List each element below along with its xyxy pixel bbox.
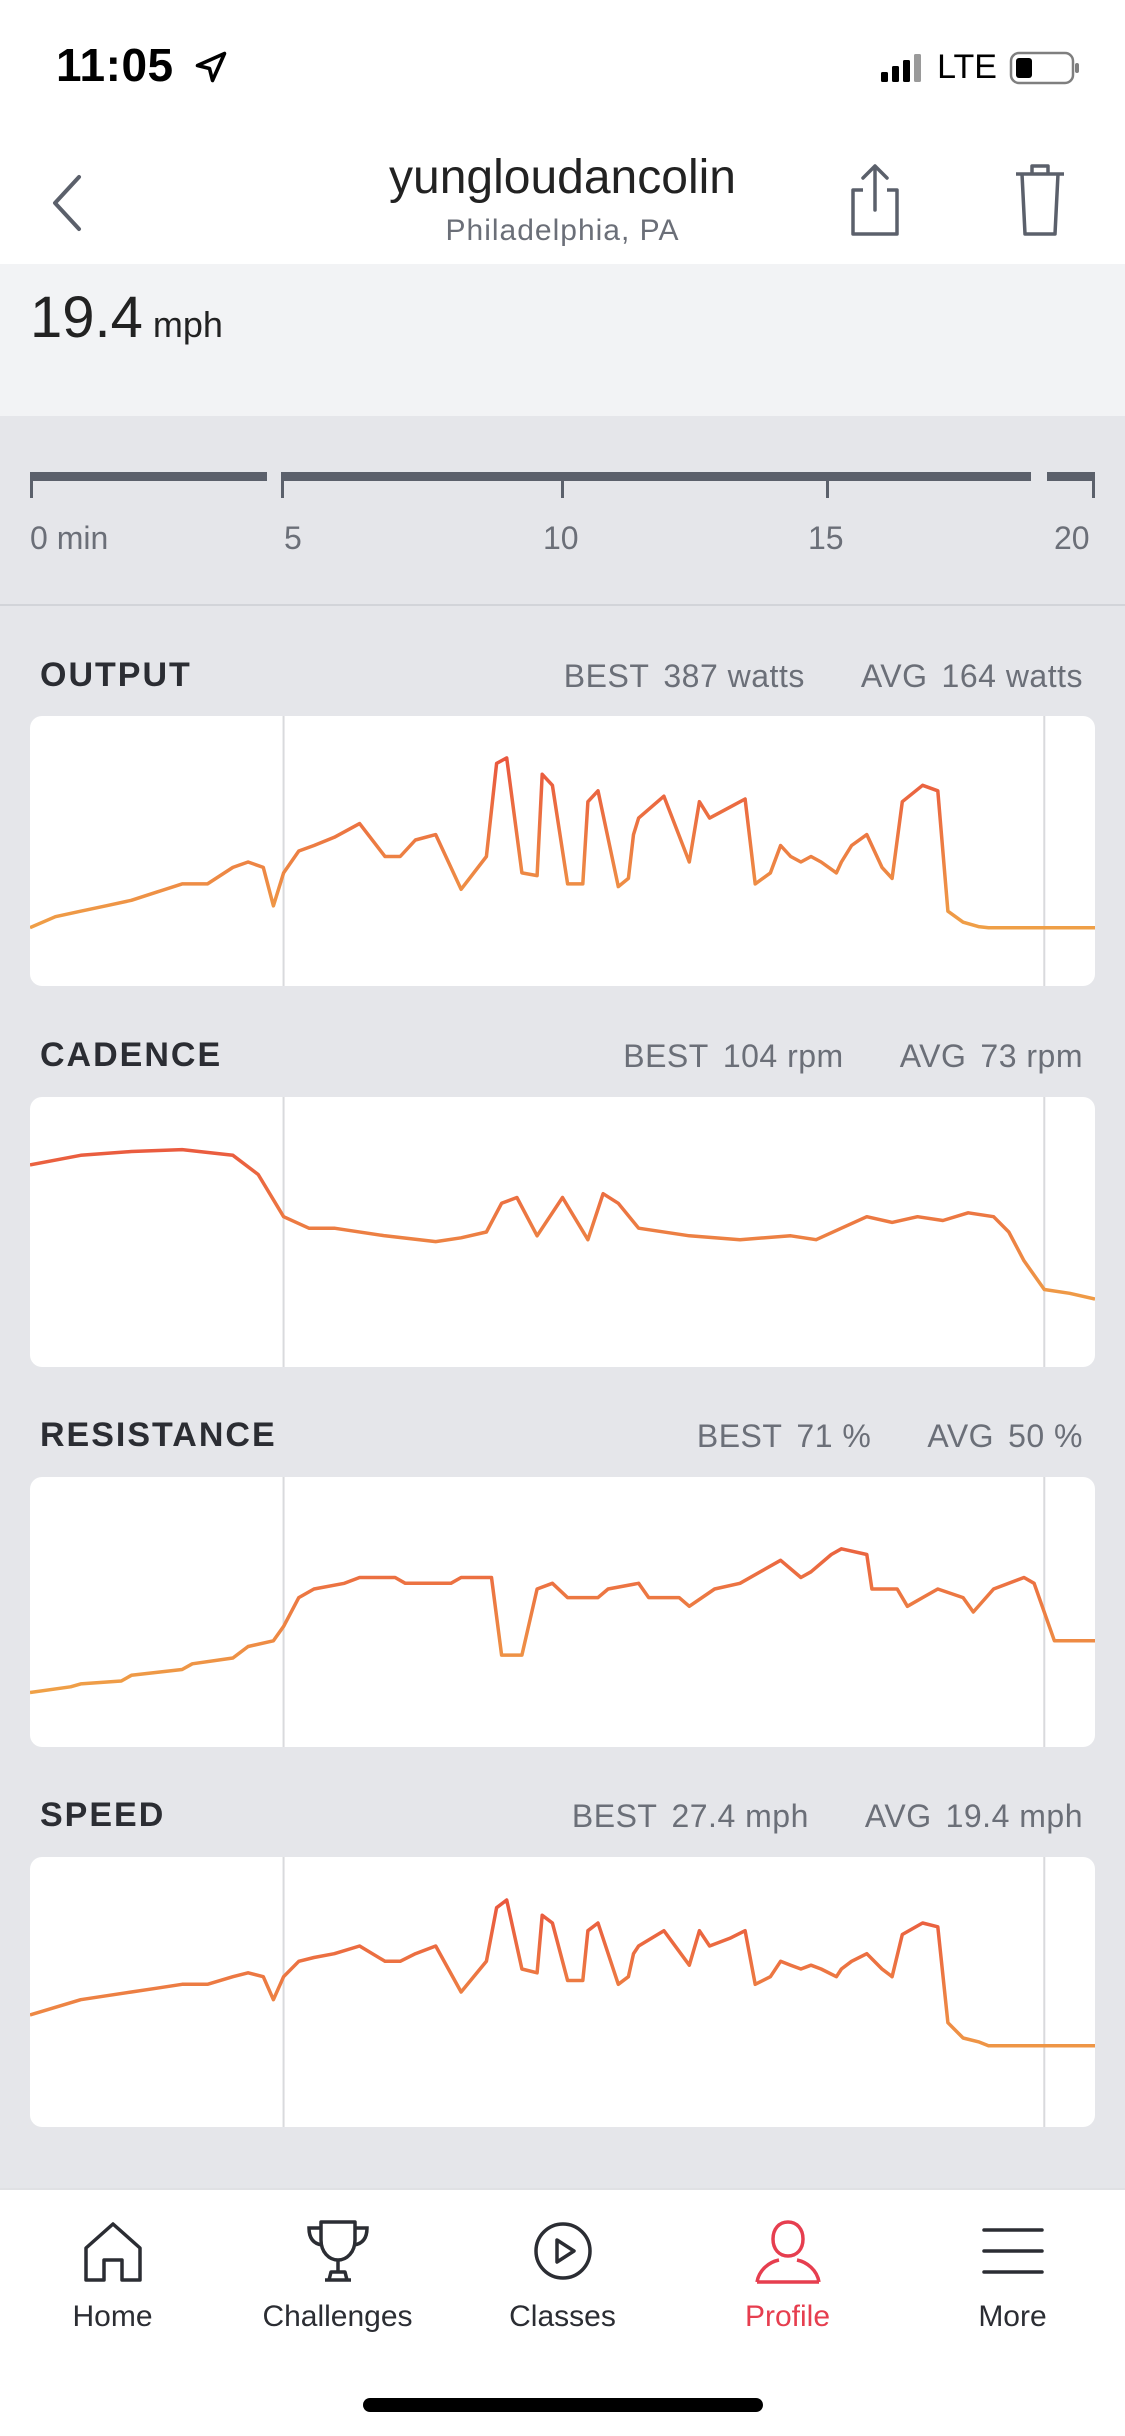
home-indicator bbox=[363, 2398, 763, 2412]
speed-chart-svg bbox=[30, 1857, 1095, 2127]
cadence-avg-value: 73 rpm bbox=[980, 1038, 1083, 1074]
tab-label: Profile bbox=[744, 2300, 831, 2333]
cadence-title: CADENCE bbox=[40, 1036, 223, 1074]
output-chart[interactable] bbox=[30, 716, 1095, 986]
timeline-label: 15 bbox=[808, 520, 844, 556]
time-label: 11:05 bbox=[56, 39, 174, 91]
speed-avg-label: AVG bbox=[864, 1798, 932, 1834]
timeline-segment bbox=[1047, 472, 1095, 481]
resistance-chart-svg bbox=[30, 1477, 1095, 1747]
back-button[interactable] bbox=[42, 168, 92, 238]
tab-more[interactable]: More bbox=[900, 2208, 1125, 2334]
resistance-best-value: 71 % bbox=[796, 1418, 872, 1454]
location-arrow-icon bbox=[195, 51, 227, 83]
menu-icon bbox=[981, 2228, 1044, 2274]
speed-chart[interactable] bbox=[30, 1857, 1095, 2127]
output-avg-value: 164 watts bbox=[941, 658, 1083, 694]
battery-icon bbox=[1009, 51, 1079, 84]
share-icon bbox=[851, 164, 899, 236]
home-icon bbox=[83, 2222, 142, 2282]
play-circle-icon bbox=[533, 2222, 592, 2280]
share-button[interactable] bbox=[845, 160, 905, 240]
status-bar: 11:05 LTE bbox=[0, 0, 1125, 132]
timeline-tick bbox=[561, 472, 564, 498]
timeline-segment bbox=[30, 472, 267, 481]
resistance-series-line bbox=[30, 1547, 1095, 1695]
tab-profile[interactable]: Profile bbox=[675, 2208, 900, 2334]
output-series-line bbox=[30, 756, 1095, 930]
timeline-tick bbox=[826, 472, 829, 498]
timeline-tick bbox=[30, 472, 33, 498]
page-subtitle: Philadelphia, PA bbox=[445, 214, 680, 247]
current-metric-value: 19.4 mph bbox=[30, 284, 223, 351]
cadence-chart-svg bbox=[30, 1097, 1095, 1367]
resistance-chart[interactable] bbox=[30, 1477, 1095, 1747]
timeline-label: 0 min bbox=[30, 520, 109, 556]
cadence-best-value: 104 rpm bbox=[722, 1038, 844, 1074]
output-stats: BEST 387 watts AVG 164 watts bbox=[564, 658, 1083, 695]
speed-title: SPEED bbox=[40, 1796, 166, 1834]
speed-stats: BEST 27.4 mph AVG 19.4 mph bbox=[572, 1798, 1083, 1835]
output-avg-label: AVG bbox=[860, 658, 928, 694]
metric-number: 19.4 bbox=[30, 285, 143, 350]
timeline-tick bbox=[281, 472, 284, 498]
metric-unit: mph bbox=[152, 304, 223, 345]
output-best-label: BEST bbox=[563, 658, 650, 694]
timeline-label: 10 bbox=[543, 520, 579, 556]
cadence-best-label: BEST bbox=[623, 1038, 709, 1074]
status-indicators: LTE bbox=[881, 48, 1081, 87]
user-icon bbox=[754, 2220, 821, 2284]
output-title: OUTPUT bbox=[40, 656, 192, 694]
tab-label: Classes bbox=[509, 2300, 616, 2333]
speed-best-value: 27.4 mph bbox=[671, 1798, 809, 1834]
resistance-avg-label: AVG bbox=[927, 1418, 995, 1454]
tab-challenges[interactable]: Challenges bbox=[225, 2208, 450, 2334]
page-title: yungloudancolin bbox=[389, 151, 736, 204]
trophy-icon bbox=[306, 2220, 369, 2282]
current-metric: 19.4 mph bbox=[0, 264, 1125, 416]
cadence-series-line bbox=[30, 1147, 1095, 1301]
speed-best-label: BEST bbox=[571, 1798, 658, 1834]
timeline[interactable] bbox=[0, 416, 1125, 606]
cadence-chart[interactable] bbox=[30, 1097, 1095, 1367]
speed-series-line bbox=[30, 1898, 1095, 2048]
tab-label: Home bbox=[72, 2300, 153, 2333]
resistance-best-label: BEST bbox=[696, 1418, 783, 1454]
output-best-value: 387 watts bbox=[663, 658, 805, 694]
tab-bar: Home Challenges Classes Profile More bbox=[0, 2188, 1125, 2436]
trash-icon bbox=[1016, 164, 1064, 236]
timeline-label: 20 bbox=[1054, 520, 1090, 556]
tab-home[interactable]: Home bbox=[0, 2208, 225, 2334]
timeline-segment bbox=[281, 472, 1031, 481]
timeline-tick bbox=[1092, 472, 1095, 498]
resistance-title: RESISTANCE bbox=[40, 1416, 277, 1454]
timeline-label: 5 bbox=[284, 520, 302, 556]
speed-avg-value: 19.4 mph bbox=[945, 1798, 1083, 1834]
tab-label: Challenges bbox=[262, 2300, 413, 2333]
delete-button[interactable] bbox=[1012, 160, 1068, 240]
header: yungloudancolin Philadelphia, PA bbox=[0, 132, 1125, 264]
cadence-stats: BEST 104 rpm AVG 73 rpm bbox=[623, 1038, 1083, 1075]
resistance-stats: BEST 71 % AVG 50 % bbox=[697, 1418, 1083, 1455]
network-label: LTE bbox=[937, 48, 997, 86]
tab-label: More bbox=[978, 2300, 1047, 2333]
resistance-avg-value: 50 % bbox=[1008, 1418, 1083, 1454]
signal-icon bbox=[881, 53, 922, 82]
output-chart-svg bbox=[30, 716, 1095, 986]
tab-classes[interactable]: Classes bbox=[450, 2208, 675, 2334]
cadence-avg-label: AVG bbox=[899, 1038, 967, 1074]
status-time: 11:05 bbox=[56, 38, 229, 92]
back-chevron-icon bbox=[53, 175, 81, 231]
